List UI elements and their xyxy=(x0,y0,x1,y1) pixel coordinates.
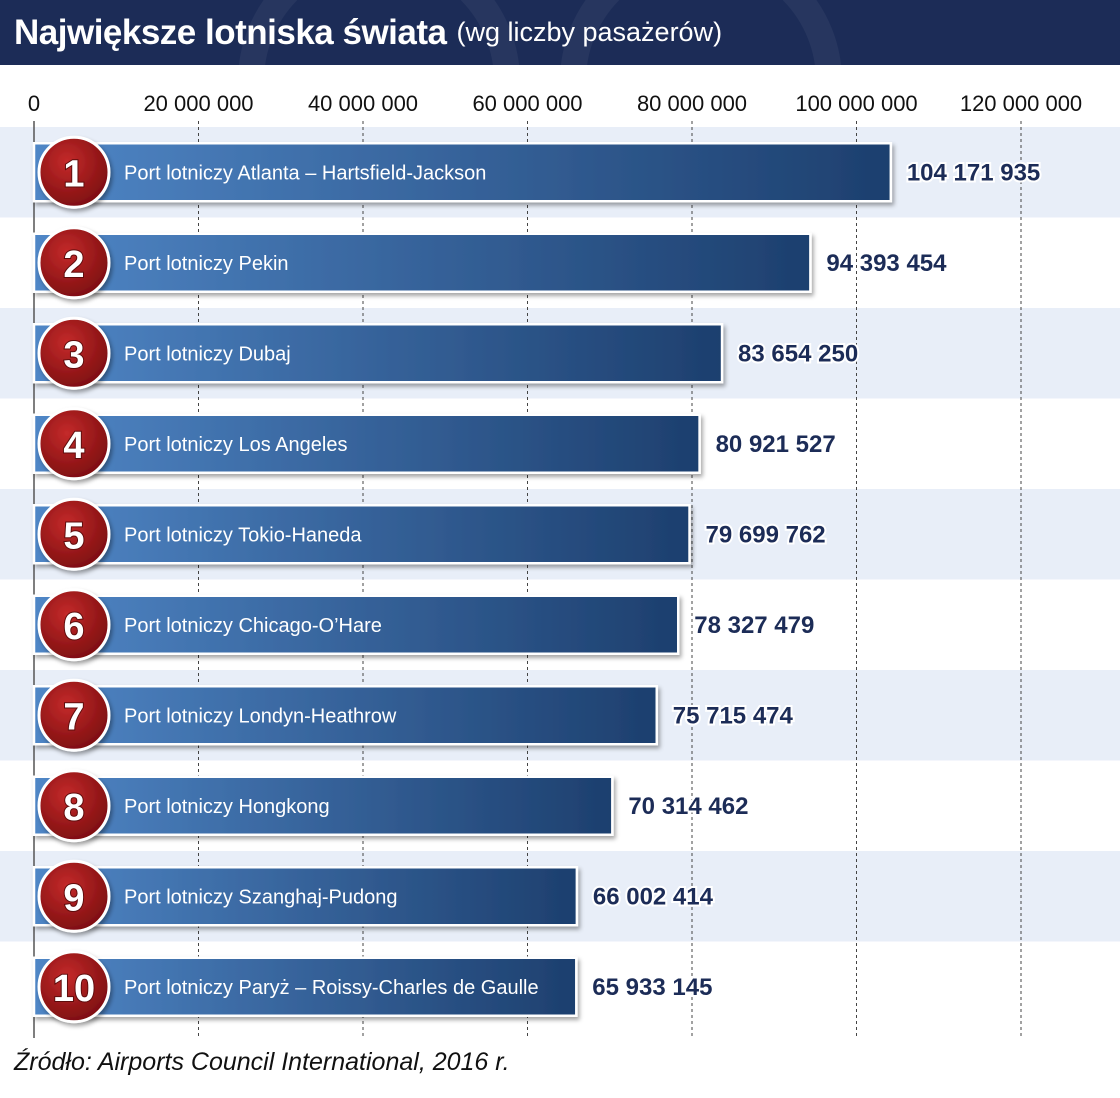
rank-number: 4 xyxy=(63,425,84,467)
rank-badge xyxy=(37,588,111,662)
bar-label: Port lotniczy Paryż – Roissy-Charles de … xyxy=(124,977,539,999)
bar-label: Port lotniczy Szanghaj-Pudong xyxy=(124,886,398,908)
chart-title-subtitle: (wg liczby pasażerów) xyxy=(456,17,723,47)
x-tick-label: 0 xyxy=(28,91,40,116)
bar-label: Port lotniczy Tokio-Haneda xyxy=(124,524,362,546)
bar xyxy=(32,504,691,565)
rank-badge xyxy=(37,950,111,1024)
x-axis-ticks: 0 20 000 000 40 000 000 60 000 000 80 000 00… xyxy=(28,91,1082,116)
rank-badge xyxy=(37,497,111,571)
bar-group: 10 Port lotniczy Paryż – Roissy-Charles d… xyxy=(32,950,714,1024)
bar-chart: 0 20 000 000 40 000 000 60 000 000 80 000 00… xyxy=(0,91,1120,1038)
value-label: 75 715 474 xyxy=(673,702,794,729)
rank-number: 10 xyxy=(53,968,95,1010)
bar-label: Port lotniczy Pekin xyxy=(124,253,289,275)
bar xyxy=(32,685,659,746)
value-label: 80 921 527 xyxy=(716,431,836,458)
rank-number: 5 xyxy=(63,515,84,557)
bar xyxy=(32,956,578,1017)
source-note: Źródło: Airports Council International, … xyxy=(14,1048,510,1076)
bar xyxy=(32,866,579,927)
bar-label: Port lotniczy Dubaj xyxy=(124,343,291,365)
rank-number: 6 xyxy=(63,606,84,648)
rank-badge xyxy=(37,859,111,933)
bar xyxy=(32,323,724,384)
bar-group: 1 Port lotniczy Atlanta – Hartsfield-Jack… xyxy=(32,135,1042,209)
rank-badge xyxy=(37,769,111,843)
rank-number: 8 xyxy=(63,787,84,829)
value-label: 66 002 414 xyxy=(593,883,714,910)
value-label: 79 699 762 xyxy=(706,521,826,548)
bar xyxy=(32,594,680,655)
value-label: 70 314 462 xyxy=(628,793,748,820)
rank-badge xyxy=(37,316,111,390)
bar-group: 9 Port lotniczy Szanghaj-Pudong 66 002 414 xyxy=(32,859,716,933)
chart-title: Największe lotniska świata (wg liczby pa… xyxy=(14,0,722,65)
x-tick-label: 60 000 000 xyxy=(472,91,582,116)
bar-group: 7 Port lotniczy Londyn-Heathrow 75 715 474 xyxy=(32,678,796,752)
bars: 1 Port lotniczy Atlanta – Hartsfield-Jack… xyxy=(32,135,1042,1024)
rank-number: 9 xyxy=(63,877,84,919)
value-label: 65 933 145 xyxy=(592,974,712,1001)
value-label: 78 327 479 xyxy=(694,612,814,639)
x-tick-label: 120 000 000 xyxy=(960,91,1082,116)
bar-label: Port lotniczy Londyn-Heathrow xyxy=(124,705,397,727)
bar-label: Port lotniczy Atlanta – Hartsfield-Jacks… xyxy=(124,162,486,184)
x-tick-label: 80 000 000 xyxy=(637,91,747,116)
bar xyxy=(32,142,893,203)
header-bar: Największe lotniska świata (wg liczby pa… xyxy=(0,0,1120,222)
bar-group: 4 Port lotniczy Los Angeles 80 921 527 xyxy=(32,407,838,481)
bar-label: Port lotniczy Los Angeles xyxy=(124,434,347,456)
rank-number: 2 xyxy=(63,244,84,286)
bar xyxy=(32,232,812,293)
bar-group: 6 Port lotniczy Chicago-O’Hare 78 327 479 xyxy=(32,588,816,662)
bar-label: Port lotniczy Chicago-O’Hare xyxy=(124,615,382,637)
bar-label: Port lotniczy Hongkong xyxy=(124,796,330,818)
rank-number: 1 xyxy=(63,153,84,195)
bar xyxy=(32,775,614,836)
value-label: 104 171 935 xyxy=(907,159,1040,186)
bar-group: 2 Port lotniczy Pekin 94 393 454 xyxy=(32,226,949,300)
rank-badge xyxy=(37,678,111,752)
x-tick-label: 20 000 000 xyxy=(143,91,253,116)
value-label: 83 654 250 xyxy=(738,340,858,367)
bar-group: 5 Port lotniczy Tokio-Haneda 79 699 762 xyxy=(32,497,828,571)
rank-number: 3 xyxy=(63,334,84,376)
rank-badge xyxy=(37,226,111,300)
rank-badge xyxy=(37,135,111,209)
x-tick-label: 40 000 000 xyxy=(308,91,418,116)
rank-badge xyxy=(37,407,111,481)
bar-group: 3 Port lotniczy Dubaj 83 654 250 xyxy=(32,316,860,390)
rank-number: 7 xyxy=(63,696,84,738)
value-label: 94 393 454 xyxy=(826,250,947,277)
bar-group: 8 Port lotniczy Hongkong 70 314 462 xyxy=(32,769,750,843)
bar xyxy=(32,413,701,474)
x-tick-label: 100 000 000 xyxy=(795,91,917,116)
chart-title-main: Największe lotniska świata xyxy=(14,12,447,52)
